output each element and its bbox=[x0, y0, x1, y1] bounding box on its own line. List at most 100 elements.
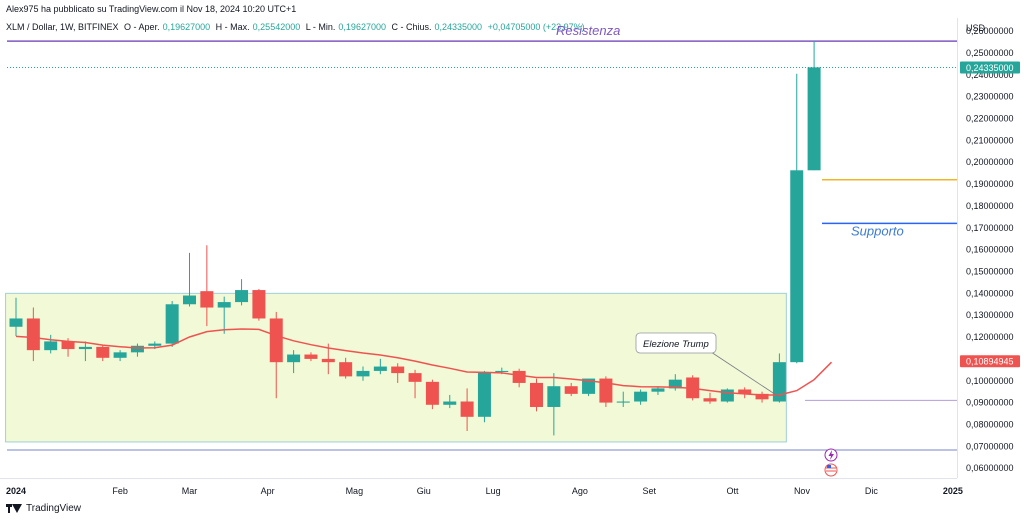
candle bbox=[443, 394, 457, 409]
low-label: L - Min. bbox=[305, 22, 336, 32]
time-tick-label: Nov bbox=[794, 486, 811, 496]
time-tick-label: 2025 bbox=[943, 486, 963, 496]
candle-body bbox=[44, 341, 58, 351]
candle-body bbox=[130, 345, 144, 353]
time-tick-label: 2024 bbox=[6, 486, 26, 496]
candle-body bbox=[9, 318, 23, 327]
close-value: 0,24335000 bbox=[434, 22, 483, 32]
candle-body bbox=[113, 352, 127, 358]
ohlc-legend: XLM / Dollar, 1W, BITFINEX O - Aper. 0,19… bbox=[6, 22, 588, 32]
candle-body bbox=[495, 370, 509, 373]
candle bbox=[738, 387, 752, 399]
candle bbox=[78, 341, 92, 362]
annotation-text: Elezione Trump bbox=[643, 339, 709, 350]
tradingview-logo-icon bbox=[6, 504, 22, 513]
candle-body bbox=[668, 379, 682, 389]
candle-body bbox=[321, 358, 335, 363]
candle-body bbox=[373, 366, 387, 371]
price-tick-label: 0,09000000 bbox=[966, 398, 1014, 408]
resistance-label: Resistenza bbox=[556, 23, 620, 38]
candle bbox=[130, 343, 144, 357]
candle-body bbox=[391, 366, 405, 374]
candle-body bbox=[443, 401, 457, 405]
annotation-box bbox=[635, 332, 717, 354]
candle-body bbox=[651, 388, 665, 392]
candle-body bbox=[304, 354, 318, 359]
candle-body bbox=[703, 398, 717, 402]
candle-body bbox=[26, 318, 40, 351]
price-tick-label: 0,18000000 bbox=[966, 201, 1014, 211]
annotation-pointer bbox=[707, 349, 780, 398]
candle-body bbox=[807, 67, 821, 171]
open-value: 0,19627000 bbox=[162, 22, 211, 32]
candle-body bbox=[582, 378, 596, 394]
time-tick-label: Giu bbox=[417, 486, 431, 496]
candle-body bbox=[772, 362, 786, 402]
candle-body bbox=[720, 389, 734, 402]
price-tick-label: 0,24000000 bbox=[966, 70, 1014, 80]
candle bbox=[564, 382, 578, 397]
candle-body bbox=[235, 290, 249, 303]
time-tick-label: Mag bbox=[346, 486, 364, 496]
candle bbox=[217, 296, 231, 334]
footer-brand: TradingView bbox=[6, 503, 81, 514]
candle bbox=[26, 307, 40, 362]
close-label: C - Chius. bbox=[391, 22, 432, 32]
time-tick-label: Mar bbox=[182, 486, 198, 496]
candle bbox=[512, 368, 526, 388]
candle bbox=[200, 245, 214, 327]
price-tick-label: 0,14000000 bbox=[966, 288, 1014, 298]
ma-price-tag bbox=[960, 355, 1020, 368]
symbol-label[interactable]: XLM / Dollar, 1W, BITFINEX bbox=[6, 22, 119, 32]
price-tick-label: 0,08000000 bbox=[966, 419, 1014, 429]
candle-body bbox=[755, 393, 769, 400]
candle bbox=[252, 288, 266, 321]
candle bbox=[9, 297, 23, 336]
support-label: Supporto bbox=[851, 223, 904, 238]
price-tick-label: 0,12000000 bbox=[966, 332, 1014, 342]
candle bbox=[616, 391, 630, 407]
price-tick-label: 0,16000000 bbox=[966, 245, 1014, 255]
candle bbox=[373, 358, 387, 375]
candle-body bbox=[165, 304, 179, 344]
candle-body bbox=[269, 318, 283, 363]
candle bbox=[530, 378, 543, 412]
candle-body bbox=[564, 386, 578, 394]
candle bbox=[755, 391, 769, 403]
price-tick-label: 0,23000000 bbox=[966, 92, 1014, 102]
candle bbox=[96, 344, 110, 362]
high-value: 0,25542000 bbox=[252, 22, 301, 32]
candle bbox=[408, 369, 422, 399]
price-tick-label: 0,20000000 bbox=[966, 157, 1014, 167]
candle-body bbox=[287, 354, 301, 363]
price-tick-label: 0,25000000 bbox=[966, 48, 1014, 58]
time-tick-label: Ott bbox=[727, 486, 740, 496]
time-tick-label: Apr bbox=[261, 486, 275, 496]
candle bbox=[790, 73, 804, 364]
candle-body bbox=[616, 401, 630, 403]
price-tick-label: 0,22000000 bbox=[966, 114, 1014, 124]
candle-body bbox=[530, 382, 543, 407]
candle-body bbox=[252, 290, 266, 319]
candle bbox=[425, 379, 439, 410]
candle-body bbox=[148, 343, 162, 346]
candle-body bbox=[634, 391, 648, 402]
candle bbox=[235, 279, 249, 306]
candle bbox=[391, 363, 405, 383]
candle-body bbox=[78, 346, 92, 350]
candle bbox=[634, 389, 648, 405]
candle bbox=[113, 350, 127, 362]
open-label: O - Aper. bbox=[124, 22, 160, 32]
candle bbox=[44, 334, 58, 354]
time-tick-label: Ago bbox=[572, 486, 588, 496]
time-tick-label: Feb bbox=[112, 486, 128, 496]
price-tick-label: 0,19000000 bbox=[966, 179, 1014, 189]
candle bbox=[339, 357, 353, 379]
price-tick-label: 0,17000000 bbox=[966, 223, 1014, 233]
candle bbox=[807, 41, 821, 171]
low-value: 0,19627000 bbox=[338, 22, 386, 32]
publisher-info: Alex975 ha pubblicato su TradingView.com… bbox=[6, 4, 297, 14]
candle-body bbox=[460, 401, 474, 417]
candle bbox=[165, 300, 179, 347]
